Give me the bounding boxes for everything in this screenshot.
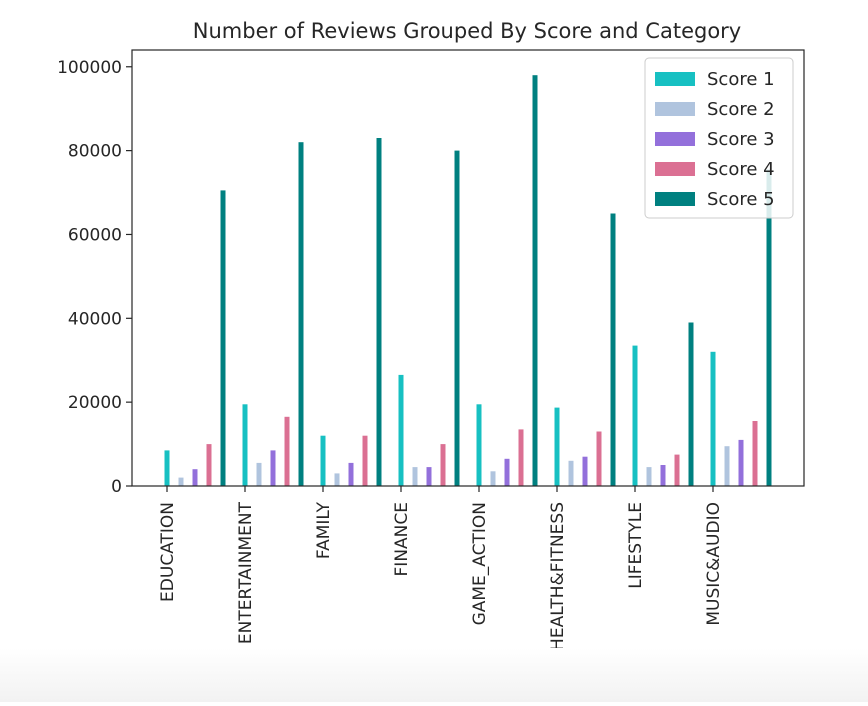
bar-score-3-health&fitness bbox=[582, 456, 588, 486]
bar-score-4-education bbox=[206, 444, 212, 486]
bar-score-4-game_action bbox=[518, 429, 524, 486]
bottom-fade bbox=[0, 648, 868, 702]
bar-score-2-family bbox=[334, 473, 340, 486]
bar-score-4-health&fitness bbox=[596, 431, 602, 486]
bar-score-5-music&audio bbox=[766, 169, 772, 486]
legend-label: Score 3 bbox=[707, 129, 775, 150]
bar-score-4-lifestyle bbox=[674, 454, 680, 486]
bar-score-2-education bbox=[178, 477, 184, 486]
bars bbox=[164, 75, 772, 487]
y-tick-label: 20000 bbox=[68, 393, 122, 413]
bar-score-2-health&fitness bbox=[568, 460, 574, 486]
legend-box bbox=[644, 57, 794, 219]
bar-score-2-entertainment bbox=[256, 462, 262, 486]
legend-label: Score 4 bbox=[707, 159, 775, 180]
bar-score-5-game_action bbox=[532, 75, 538, 486]
y-tick-label: 100000 bbox=[57, 58, 122, 78]
bar-score-5-entertainment bbox=[298, 142, 304, 486]
bar-score-5-lifestyle bbox=[688, 322, 694, 486]
y-tick-label: 80000 bbox=[68, 142, 122, 162]
x-tick-label: FAMILY bbox=[314, 501, 334, 559]
bar-score-1-game_action bbox=[476, 404, 482, 487]
legend-swatch bbox=[655, 162, 695, 176]
bar-score-4-music&audio bbox=[752, 421, 758, 486]
bar-score-3-entertainment bbox=[270, 450, 276, 486]
bar-score-4-entertainment bbox=[284, 416, 290, 486]
bar-score-3-finance bbox=[426, 467, 432, 486]
plot-frame bbox=[131, 49, 805, 487]
bar-score-1-family bbox=[320, 435, 326, 486]
bar-score-3-music&audio bbox=[738, 439, 744, 486]
y-tick-label: 40000 bbox=[68, 309, 122, 329]
bar-score-5-education bbox=[220, 190, 226, 486]
legend-label: Score 1 bbox=[707, 69, 775, 90]
x-tick-label: LIFESTYLE bbox=[626, 502, 646, 589]
bar-score-4-finance bbox=[440, 444, 446, 486]
legend-swatch bbox=[655, 72, 695, 86]
x-tick-label: FINANCE bbox=[392, 502, 412, 576]
bar-score-3-lifestyle bbox=[660, 465, 666, 486]
bar-score-5-family bbox=[376, 138, 382, 486]
bar-score-2-music&audio bbox=[724, 446, 730, 486]
x-tick-label: EDUCATION bbox=[158, 502, 178, 602]
bar-score-2-lifestyle bbox=[646, 467, 652, 486]
bar-score-5-finance bbox=[454, 150, 460, 486]
y-tick-label: 60000 bbox=[68, 225, 122, 245]
bar-score-2-finance bbox=[412, 467, 418, 486]
chart-title: Number of Reviews Grouped By Score and C… bbox=[193, 19, 741, 43]
bar-score-1-finance bbox=[398, 374, 404, 486]
bar-score-5-health&fitness bbox=[610, 213, 616, 486]
x-tick-label: MUSIC&AUDIO bbox=[704, 502, 724, 626]
x-axis: EDUCATION ENTERTAINMENT FAMILY FINANCE GAME_… bbox=[158, 486, 724, 651]
y-tick-label: 0 bbox=[111, 477, 122, 497]
bar-score-4-family bbox=[362, 435, 368, 486]
bar-score-3-family bbox=[348, 462, 354, 486]
x-tick-label: GAME_ACTION bbox=[470, 502, 490, 625]
bar-score-3-game_action bbox=[504, 458, 510, 487]
legend-swatch bbox=[655, 192, 695, 206]
bar-score-1-health&fitness bbox=[554, 407, 560, 486]
legend-swatch bbox=[655, 102, 695, 116]
bar-score-1-music&audio bbox=[710, 351, 716, 486]
legend-label: Score 5 bbox=[707, 189, 775, 210]
bar-score-1-lifestyle bbox=[632, 345, 638, 486]
x-tick-label: HEALTH&FITNESS bbox=[548, 502, 568, 651]
legend-label: Score 2 bbox=[707, 99, 775, 120]
legend-swatch bbox=[655, 132, 695, 146]
x-tick-label: ENTERTAINMENT bbox=[236, 501, 256, 644]
legend: Score 1 Score 2 Score 3 Score 4 Score 5 bbox=[644, 57, 794, 219]
bar-score-2-game_action bbox=[490, 471, 496, 486]
bar-score-1-education bbox=[164, 450, 170, 486]
bar-score-3-education bbox=[192, 469, 198, 486]
bar-score-1-entertainment bbox=[242, 404, 248, 487]
y-axis: 0 20000 40000 60000 80000 100000 bbox=[57, 58, 132, 497]
